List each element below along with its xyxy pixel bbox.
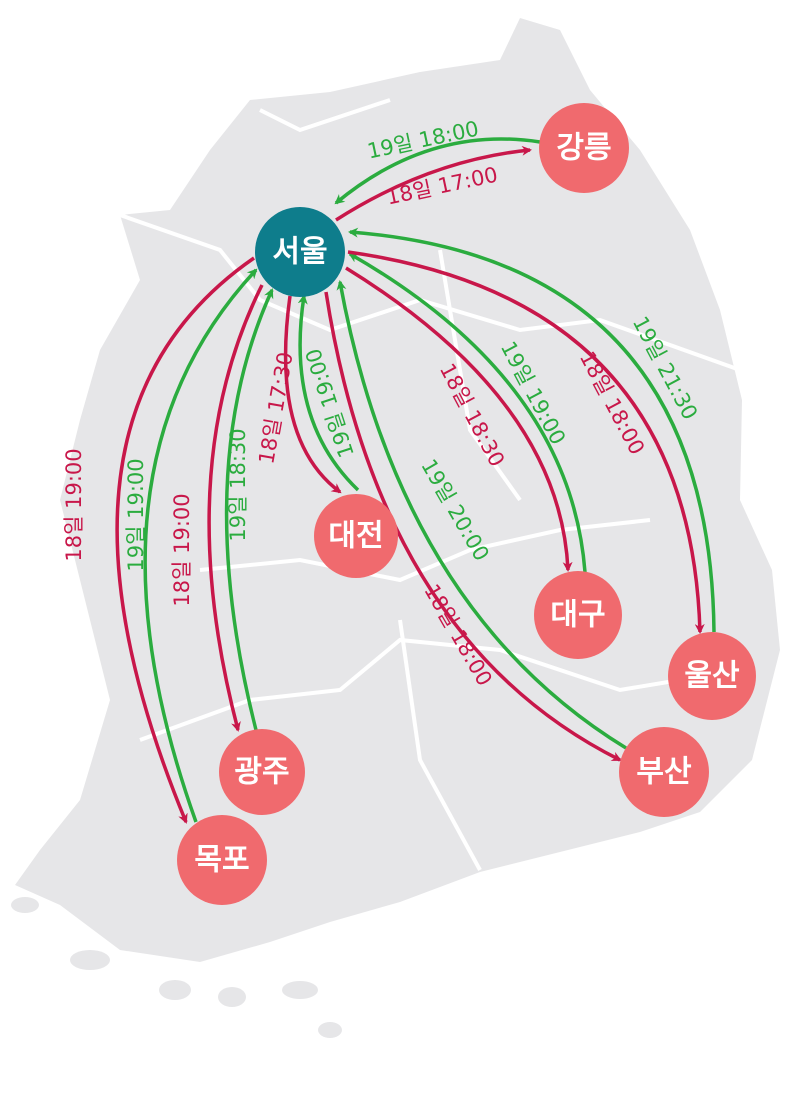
city-busan[interactable]: 부산	[619, 727, 709, 817]
label-out-mokpo: 18일 19:00	[62, 448, 86, 561]
city-gwangju[interactable]: 광주	[219, 729, 305, 815]
route-return-gwangju	[224, 288, 274, 731]
city-ulsan[interactable]: 울산	[668, 632, 756, 720]
route-return-daegu	[348, 252, 587, 573]
city-name: 서울	[272, 235, 327, 270]
route-out-gwangju	[207, 284, 264, 732]
route-out-gangneung	[335, 145, 532, 222]
city-name: 대구	[550, 598, 605, 633]
route-out-mokpo	[115, 256, 255, 824]
city-name: 부산	[636, 755, 692, 790]
route-return-busan	[336, 280, 627, 750]
label-return-gwangju: 19일 18:30	[226, 428, 250, 541]
route-out-daegu	[345, 266, 573, 572]
city-name: 광주	[234, 755, 289, 790]
route-out-daejeon	[283, 295, 342, 494]
route-return-gangneung	[334, 137, 541, 205]
route-return-daejeon	[297, 294, 360, 492]
city-seoul[interactable]: 서울	[255, 207, 345, 297]
route-return-ulsan	[348, 227, 716, 633]
city-name: 강릉	[556, 131, 611, 166]
city-mokpo[interactable]: 목포	[177, 815, 267, 905]
city-daejeon[interactable]: 대전	[314, 494, 398, 578]
city-name: 울산	[684, 659, 740, 694]
city-name: 목포	[194, 843, 249, 878]
city-name: 대전	[328, 519, 383, 554]
label-return-mokpo: 19일 19:00	[124, 458, 148, 571]
route-out-busan	[324, 291, 622, 762]
cities: 서울 강릉 대전 대구 울산 부산 광주 목포	[177, 103, 756, 905]
city-daegu[interactable]: 대구	[534, 571, 622, 659]
routes	[115, 137, 716, 824]
label-out-gwangju: 18일 19:00	[170, 493, 194, 606]
city-gangneung[interactable]: 강릉	[539, 103, 629, 193]
route-out-ulsan	[347, 250, 705, 634]
route-return-mokpo	[143, 268, 258, 823]
